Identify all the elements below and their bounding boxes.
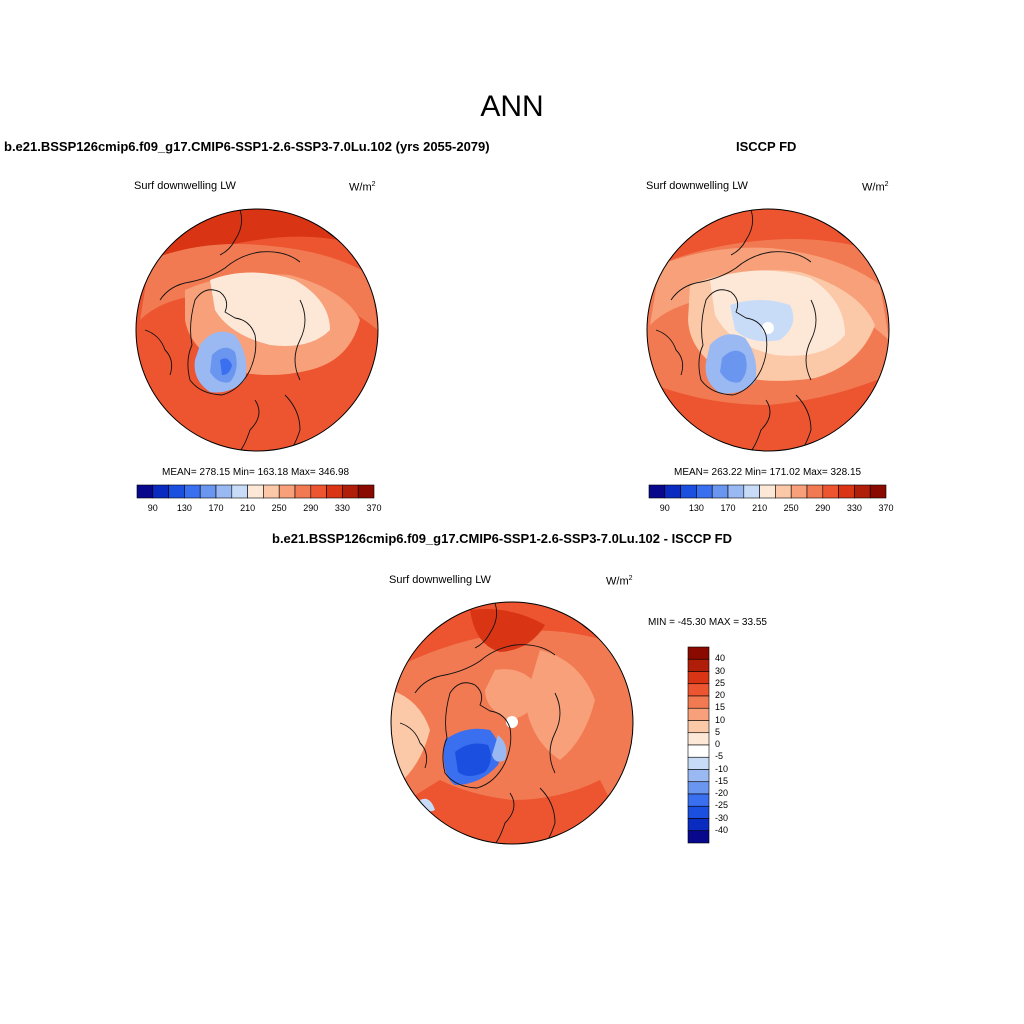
colorbar-box xyxy=(790,484,808,499)
colorbar-tick-label: 370 xyxy=(878,503,894,513)
colorbar-tick-label: -30 xyxy=(715,812,729,823)
colorbar-tick-label: 370 xyxy=(366,503,382,513)
colorbar-box xyxy=(822,484,839,499)
colorbar-box xyxy=(687,805,710,819)
colorbar-tick-label: 15 xyxy=(715,702,726,713)
diff-units-label: W/m2 xyxy=(606,575,633,588)
obs-units-label: W/m2 xyxy=(862,181,889,194)
colorbar-box xyxy=(687,683,710,697)
obs-colorbar xyxy=(648,484,887,499)
colorbar-box xyxy=(775,484,792,499)
colorbar-tick-label: 20 xyxy=(715,690,726,700)
colorbar-tick-label: 330 xyxy=(334,503,350,513)
colorbar-tick-label: 170 xyxy=(208,503,224,513)
colorbar-box xyxy=(687,793,710,807)
colorbar-box xyxy=(687,756,710,770)
colorbar-tick-label: -40 xyxy=(715,824,729,835)
colorbar-box xyxy=(294,484,312,499)
colorbar-tick-label: 170 xyxy=(720,503,736,513)
colorbar-box xyxy=(199,484,217,499)
test-colorbar xyxy=(136,484,375,499)
obs-pole-hole xyxy=(762,322,774,334)
colorbar-box xyxy=(869,484,887,499)
colorbar-box xyxy=(838,484,855,499)
colorbar-box xyxy=(342,484,359,499)
test-variable-label: Surf downwelling LW xyxy=(134,180,236,192)
colorbar-box xyxy=(687,695,710,709)
colorbar-box xyxy=(310,484,327,499)
colorbar-box xyxy=(687,744,710,758)
test-polar-map xyxy=(136,209,378,451)
colorbar-tick-label: 210 xyxy=(240,503,256,513)
colorbar-box xyxy=(168,484,185,499)
colorbar-tick-label: 30 xyxy=(715,665,726,676)
diff-stats-label: MIN = -45.30 MAX = 33.55 xyxy=(648,617,767,628)
diff-variable-label: Surf downwelling LW xyxy=(389,574,491,586)
colorbar-tick-label: 290 xyxy=(303,503,319,513)
colorbar-tick-label: -10 xyxy=(715,763,729,774)
colorbar-tick-label: 130 xyxy=(176,503,192,513)
colorbar-box xyxy=(687,720,710,734)
diff-colorbar xyxy=(687,646,710,844)
colorbar-box xyxy=(687,769,710,783)
colorbar-tick-label: 250 xyxy=(783,503,799,513)
colorbar-box xyxy=(680,484,697,499)
colorbar-tick-label: 330 xyxy=(846,503,862,513)
colorbar-box xyxy=(687,818,710,832)
colorbar-tick-label: 5 xyxy=(715,726,721,737)
figure-title: ANN xyxy=(480,90,544,123)
diff-map-border xyxy=(390,601,634,845)
colorbar-box xyxy=(664,484,681,499)
colorbar-tick-label: 40 xyxy=(715,653,726,664)
colorbar-box xyxy=(357,484,375,499)
colorbar-box xyxy=(136,484,154,499)
diff-case-title: b.e21.BSSP126cmip6.f09_g17.CMIP6-SSP1-2.… xyxy=(272,531,733,546)
colorbar-box xyxy=(326,484,343,499)
colorbar-box xyxy=(687,707,710,721)
test-case-title: b.e21.BSSP126cmip6.f09_g17.CMIP6-SSP1-2.… xyxy=(4,139,490,154)
colorbar-tick-label: 90 xyxy=(147,503,158,513)
colorbar-box xyxy=(759,484,776,499)
colorbar-box xyxy=(696,484,713,499)
colorbar-box xyxy=(648,484,666,499)
colorbar-box xyxy=(687,671,710,685)
colorbar-box xyxy=(231,484,248,499)
colorbar-box xyxy=(184,484,201,499)
colorbar-box xyxy=(687,830,710,844)
colorbar-tick-label: 210 xyxy=(752,503,768,513)
colorbar-tick-label: 90 xyxy=(659,503,670,513)
test-map-border xyxy=(135,208,379,452)
colorbar-box xyxy=(215,484,233,499)
colorbar-tick-label: 0 xyxy=(715,739,721,749)
obs-variable-label: Surf downwelling LW xyxy=(646,180,748,192)
colorbar-tick-label: 10 xyxy=(715,714,726,725)
obs-stats-label: MEAN= 263.22 Min= 171.02 Max= 328.15 xyxy=(674,467,862,478)
colorbar-box xyxy=(711,484,729,499)
test-stats-label: MEAN= 278.15 Min= 163.18 Max= 346.98 xyxy=(162,467,350,478)
colorbar-tick-label: 25 xyxy=(715,677,726,688)
colorbar-box xyxy=(743,484,760,499)
colorbar-tick-label: 290 xyxy=(815,503,831,513)
colorbar-box xyxy=(687,646,710,660)
colorbar-tick-label: -25 xyxy=(715,800,729,811)
colorbar-tick-label: -15 xyxy=(715,775,729,786)
obs-map-border xyxy=(646,208,890,452)
obs-case-title: ISCCP FD xyxy=(736,139,797,154)
colorbar-tick-label: 250 xyxy=(271,503,287,513)
test-units-label: W/m2 xyxy=(349,181,376,194)
colorbar-box xyxy=(263,484,280,499)
colorbar-box xyxy=(727,484,745,499)
colorbar-box xyxy=(278,484,296,499)
colorbar-box xyxy=(247,484,264,499)
colorbar-box xyxy=(687,732,710,746)
colorbar-tick-label: -5 xyxy=(715,751,724,762)
colorbar-box xyxy=(806,484,824,499)
colorbar-box xyxy=(687,781,710,795)
colorbar-tick-label: 130 xyxy=(688,503,704,513)
colorbar-box xyxy=(152,484,169,499)
colorbar-box xyxy=(687,658,710,672)
colorbar-box xyxy=(854,484,871,499)
colorbar-tick-label: -20 xyxy=(715,788,729,798)
